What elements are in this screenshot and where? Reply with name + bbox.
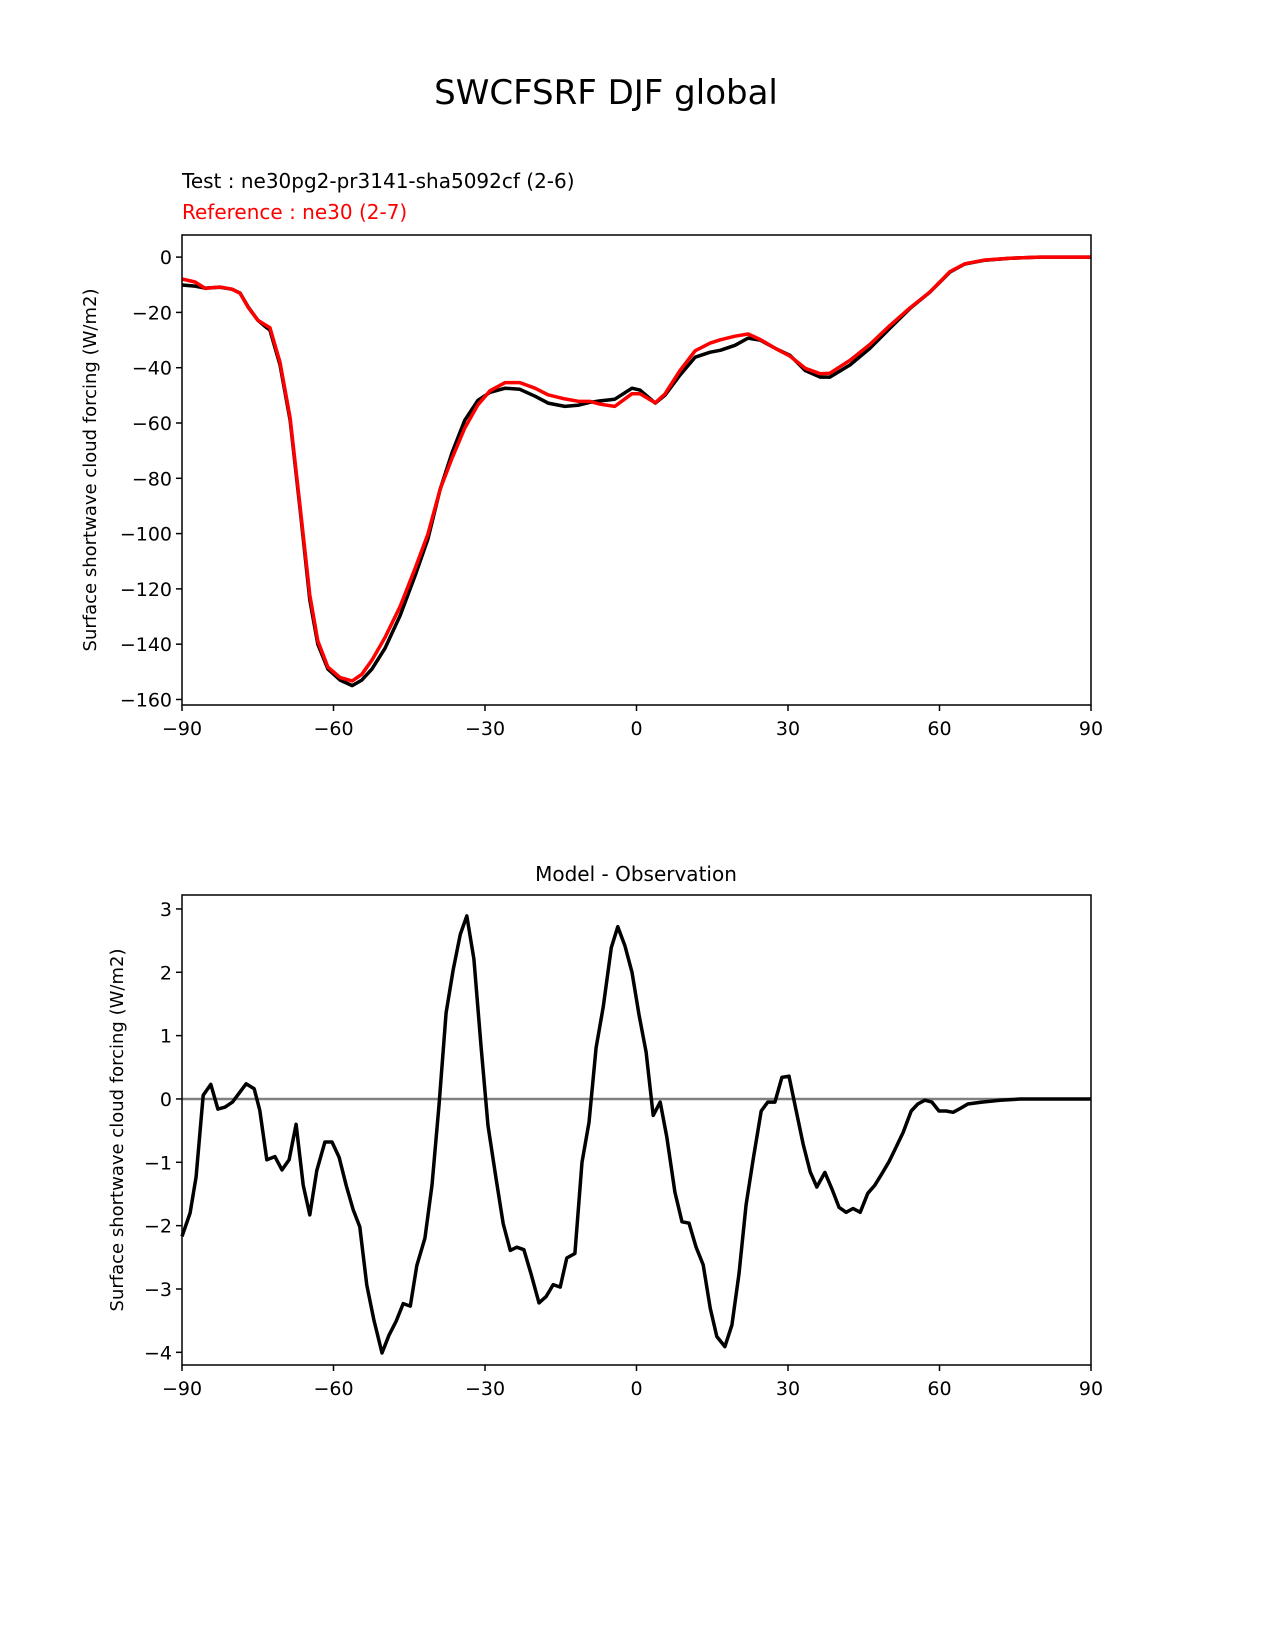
series-line-model-observation [180, 914, 1091, 1355]
x-tick-label: 90 [1079, 1378, 1103, 1400]
y-tick-label: −4 [144, 1342, 172, 1364]
series-line-test [181, 255, 1091, 688]
reference-label: Reference : ne30 (2-7) [182, 200, 407, 224]
bottom-plot: −90 −60 −30 0 30 60 90 3 2 1 0 −1 −2 −3 −4 [144, 894, 1103, 1400]
x-tick-label: 60 [927, 718, 951, 740]
y-tick-label: −80 [132, 468, 172, 490]
y-tick-label: −60 [132, 413, 172, 435]
y-tick-label: −3 [144, 1279, 172, 1301]
x-tick-label: −90 [162, 718, 202, 740]
y-tick-label: −1 [144, 1152, 172, 1174]
x-tick-label: −60 [313, 1378, 353, 1400]
top-ylabel: Surface shortwave cloud forcing (W/m2) [80, 289, 101, 652]
y-tick-label: 3 [160, 899, 172, 921]
y-tick-label: 2 [160, 962, 172, 984]
y-tick-label: −120 [120, 579, 172, 601]
y-tick-label: −20 [132, 302, 172, 324]
x-tick-label: 60 [927, 1378, 951, 1400]
y-tick-label: −100 [120, 524, 172, 546]
y-tick-label: −140 [120, 634, 172, 656]
x-tick-label: 90 [1079, 718, 1103, 740]
x-tick-label: 0 [630, 718, 642, 740]
bottom-title: Model - Observation [535, 862, 737, 886]
x-tick-label: 30 [776, 718, 800, 740]
figure-title: SWCFSRF DJF global [434, 73, 778, 113]
y-tick-label: 0 [160, 247, 172, 269]
x-tick-label: −90 [162, 1378, 202, 1400]
y-tick-label: 0 [160, 1089, 172, 1111]
series-line-reference [181, 255, 1091, 683]
x-tick-label: −30 [465, 1378, 505, 1400]
x-tick-label: 0 [630, 1378, 642, 1400]
y-tick-label: 1 [160, 1026, 172, 1048]
test-label: Test : ne30pg2-pr3141-sha5092cf (2-6) [181, 169, 575, 193]
bottom-ylabel: Surface shortwave cloud forcing (W/m2) [107, 949, 128, 1312]
y-tick-label: −2 [144, 1216, 172, 1238]
x-tick-label: 30 [776, 1378, 800, 1400]
axes-frame [181, 894, 1092, 1366]
y-tick-label: −160 [120, 689, 172, 711]
x-tick-label: −60 [313, 718, 353, 740]
x-tick-label: −30 [465, 718, 505, 740]
y-tick-label: −40 [132, 358, 172, 380]
top-plot: −90 −60 −30 0 30 60 90 0 −20 −40 −60 −80 −100 −120 −14… [120, 234, 1103, 740]
